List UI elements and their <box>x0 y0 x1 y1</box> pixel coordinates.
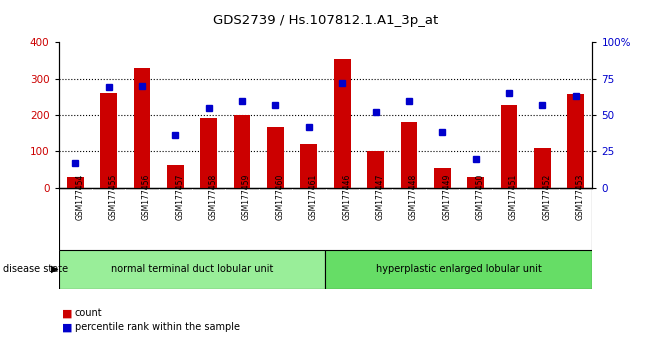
Text: GDS2739 / Hs.107812.1.A1_3p_at: GDS2739 / Hs.107812.1.A1_3p_at <box>213 14 438 27</box>
Bar <box>133 68 150 188</box>
Bar <box>59 250 326 289</box>
Text: GSM177452: GSM177452 <box>542 174 551 220</box>
Bar <box>434 168 450 188</box>
Bar <box>267 127 284 188</box>
Bar <box>400 121 417 188</box>
Bar <box>501 105 518 188</box>
Bar <box>326 250 592 289</box>
Text: GSM177449: GSM177449 <box>442 174 451 220</box>
Bar <box>67 177 83 188</box>
Text: GSM177457: GSM177457 <box>175 174 184 220</box>
Text: ■: ■ <box>62 322 72 332</box>
Bar <box>100 93 117 188</box>
Bar <box>334 59 350 188</box>
Text: GSM177453: GSM177453 <box>575 174 585 220</box>
Text: GSM177455: GSM177455 <box>109 174 118 220</box>
Text: disease state: disease state <box>3 264 68 274</box>
Text: GSM177451: GSM177451 <box>509 174 518 220</box>
Text: GSM177456: GSM177456 <box>142 174 151 220</box>
Text: GSM177446: GSM177446 <box>342 174 351 220</box>
Text: GSM177460: GSM177460 <box>275 174 284 220</box>
Bar <box>167 165 184 188</box>
Text: percentile rank within the sample: percentile rank within the sample <box>75 322 240 332</box>
Bar <box>301 144 317 188</box>
Text: GSM177448: GSM177448 <box>409 174 418 220</box>
Text: ■: ■ <box>62 308 72 318</box>
Bar <box>568 95 584 188</box>
Text: count: count <box>75 308 102 318</box>
Text: GSM177450: GSM177450 <box>476 174 484 220</box>
Bar <box>467 177 484 188</box>
Bar <box>367 152 384 188</box>
Text: normal terminal duct lobular unit: normal terminal duct lobular unit <box>111 264 273 274</box>
Text: hyperplastic enlarged lobular unit: hyperplastic enlarged lobular unit <box>376 264 542 274</box>
Text: GSM177459: GSM177459 <box>242 174 251 220</box>
Bar <box>534 148 551 188</box>
Text: GSM177458: GSM177458 <box>209 174 217 220</box>
Text: ▶: ▶ <box>51 264 59 274</box>
Bar <box>201 118 217 188</box>
Text: GSM177447: GSM177447 <box>376 174 385 220</box>
Text: GSM177454: GSM177454 <box>76 174 84 220</box>
Bar <box>234 115 251 188</box>
Text: GSM177461: GSM177461 <box>309 174 318 220</box>
